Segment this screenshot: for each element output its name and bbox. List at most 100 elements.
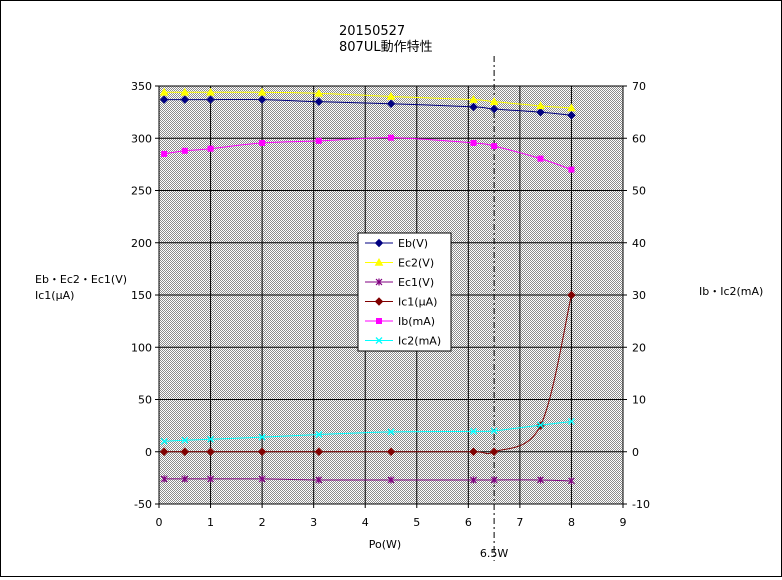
data-point <box>180 447 189 456</box>
series-group <box>159 87 576 485</box>
x-tick-label: 8 <box>568 516 575 529</box>
series-1 <box>159 87 576 112</box>
data-point <box>386 99 396 108</box>
data-point <box>314 88 324 97</box>
x-axis-label: Po(W) <box>369 538 401 551</box>
y-left-tick-label: 50 <box>138 394 152 407</box>
legend-label: Ib(mA) <box>398 315 435 328</box>
data-point <box>259 139 266 146</box>
legend-label: Ec2(V) <box>398 257 434 270</box>
data-point <box>387 476 395 484</box>
x-tick-label: 1 <box>207 516 214 529</box>
data-point <box>180 95 189 104</box>
data-point <box>490 427 498 435</box>
data-point <box>470 139 477 146</box>
data-point <box>160 437 168 445</box>
data-point <box>387 428 395 436</box>
chart-subtitle: 807UL動作特性 <box>339 40 433 55</box>
y-left-tick-label: 150 <box>131 289 152 302</box>
legend-marker <box>375 278 383 286</box>
series-line <box>164 137 572 171</box>
data-point <box>470 427 477 435</box>
x-tick-label: 6 <box>465 516 472 529</box>
chart-title: 20150527 <box>339 24 405 39</box>
series-line <box>164 420 572 442</box>
y-left-axis-label-line1: Eb・Ec2・Ec1(V) <box>35 273 127 286</box>
data-point <box>489 97 499 105</box>
data-point <box>537 155 544 162</box>
data-point <box>567 111 576 120</box>
data-point <box>388 134 394 141</box>
data-point <box>567 417 575 425</box>
series-line <box>164 98 572 116</box>
data-point <box>386 91 396 100</box>
data-point <box>386 447 396 456</box>
y-right-tick-label: 60 <box>632 132 646 145</box>
data-point <box>257 95 267 104</box>
data-point <box>160 475 168 483</box>
x-tick-label: 7 <box>516 516 523 529</box>
data-point <box>491 143 498 150</box>
data-point <box>206 447 215 456</box>
series-4 <box>161 134 575 173</box>
data-point <box>470 476 477 484</box>
data-point <box>258 475 266 483</box>
data-point <box>315 431 323 438</box>
y-left-tick-labels: 350 300 250 200 150 100 50 0 -50 <box>131 80 152 511</box>
x-tick-label: 9 <box>620 516 627 529</box>
data-point <box>315 476 323 484</box>
series-0 <box>159 95 576 120</box>
legend-marker <box>374 297 384 306</box>
data-point <box>314 97 324 106</box>
legend-label: Ic1(μA) <box>398 296 437 309</box>
data-point <box>314 447 324 456</box>
data-point <box>258 433 266 441</box>
legend-marker <box>376 318 382 324</box>
data-point <box>206 87 215 96</box>
data-point <box>469 447 478 456</box>
data-point <box>159 87 169 96</box>
y-left-tick-label: -50 <box>134 498 152 511</box>
data-point <box>567 103 576 112</box>
y-left-tick-label: 200 <box>131 237 152 250</box>
data-point <box>257 447 267 456</box>
data-point <box>490 476 498 484</box>
data-point <box>181 436 189 444</box>
y-left-tick-label: 0 <box>145 446 152 459</box>
legend-label: Ec1(V) <box>398 276 434 289</box>
data-point <box>207 145 214 152</box>
legend-label: Eb(V) <box>398 237 428 250</box>
series-line <box>164 294 572 455</box>
x-tick-label: 3 <box>310 516 317 529</box>
data-point <box>567 290 576 300</box>
y-right-tick-label: 10 <box>632 394 646 407</box>
series-line <box>164 91 572 109</box>
data-point <box>180 87 190 96</box>
y-left-tick-label: 250 <box>131 185 152 198</box>
y-left-axis-label-line2: Ic1(μA) <box>35 289 74 302</box>
x-tick-label: 0 <box>156 516 163 529</box>
y-left-tick-label: 350 <box>131 80 152 93</box>
legend-marker <box>374 257 384 266</box>
series-2 <box>160 475 575 485</box>
series-3 <box>159 290 576 456</box>
data-point <box>469 102 478 112</box>
annotation-label: 6.5W <box>480 547 508 560</box>
data-point <box>536 107 545 117</box>
data-point <box>536 101 545 110</box>
x-tick-label: 2 <box>259 516 266 529</box>
data-point <box>207 435 215 443</box>
legend-box <box>357 232 452 352</box>
data-point <box>181 147 188 154</box>
y-right-tick-labels: 70 60 50 40 30 20 10 0 -10 <box>632 80 650 511</box>
y-left-tick-label: 300 <box>131 132 152 145</box>
data-point <box>206 95 215 104</box>
legend-marker <box>375 337 383 344</box>
x-tick-labels: 0 1 2 3 4 5 6 7 8 9 <box>156 516 627 529</box>
data-point <box>537 421 544 429</box>
data-point <box>207 475 214 483</box>
data-point <box>181 475 189 483</box>
x-tick-label: 5 <box>413 516 420 529</box>
